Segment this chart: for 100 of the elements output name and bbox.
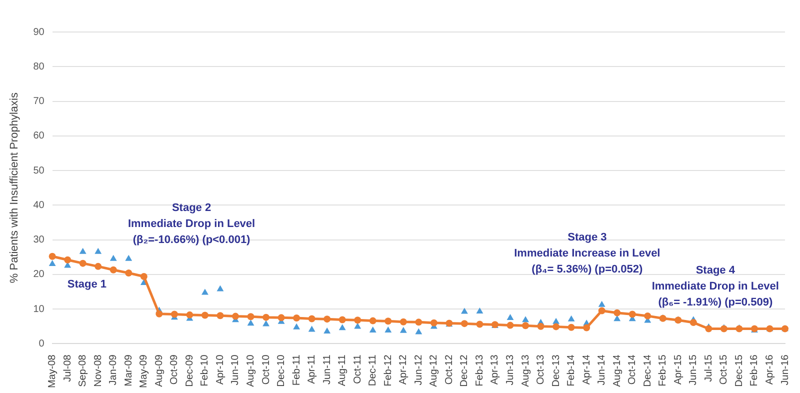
x-tick-label: Aug-10 — [246, 354, 257, 387]
point — [293, 314, 300, 322]
point — [598, 300, 606, 307]
point — [568, 324, 575, 331]
point — [476, 307, 484, 314]
x-tick-label: Aug-13 — [520, 354, 532, 387]
x-tick-label: Nov-08 — [92, 354, 104, 387]
x-tick-label: Jun-12 — [413, 354, 424, 386]
point — [216, 285, 224, 292]
y-tick-label: 20 — [33, 269, 45, 280]
point — [537, 322, 544, 330]
y-tick-label: 90 — [33, 26, 45, 38]
x-tick-label: Jul-15 — [703, 354, 714, 382]
point — [476, 320, 484, 328]
x-tick-label: May-09 — [138, 354, 150, 388]
x-tick-label: Apr-13 — [490, 354, 501, 385]
point — [79, 248, 86, 254]
x-tick-label: Oct-10 — [260, 354, 272, 385]
point — [430, 319, 438, 326]
x-tick-label: Dec-12 — [459, 354, 470, 387]
point — [110, 266, 117, 274]
point — [247, 313, 254, 320]
x-tick-label: Apr-14 — [581, 354, 592, 385]
point — [415, 328, 422, 334]
x-tick-label: Oct-09 — [169, 354, 180, 385]
x-tick-label: Dec-10 — [276, 354, 288, 387]
x-tick-label: Dec-09 — [184, 354, 196, 387]
x-tick-label: Apr-16 — [764, 354, 776, 385]
x-tick-label: Aug-11 — [337, 354, 348, 386]
point — [338, 316, 346, 324]
point — [460, 308, 468, 314]
point — [705, 325, 712, 332]
point — [278, 314, 285, 322]
point — [324, 316, 331, 323]
point — [522, 316, 529, 322]
x-tick-label: Jun-10 — [230, 354, 242, 386]
x-tick-label: Dec-13 — [550, 354, 562, 387]
x-tick-label: Oct-14 — [627, 354, 638, 385]
point — [94, 248, 102, 254]
x-tick-label: Aug-14 — [612, 354, 623, 387]
point — [598, 307, 606, 314]
point — [614, 315, 621, 322]
annotation: Stage 1 — [67, 278, 107, 290]
x-tick-label: Apr-11 — [306, 354, 318, 384]
x-tick-label: Dec-11 — [368, 354, 379, 386]
point — [201, 312, 208, 319]
x-tick-label: Jun-14 — [596, 354, 608, 386]
point — [202, 288, 208, 295]
point — [354, 316, 362, 324]
point — [79, 260, 86, 267]
x-tick-label: Oct-15 — [718, 354, 730, 385]
y-axis-title: % Patients with Insufficient Prophylaxis — [8, 92, 21, 284]
point — [110, 254, 117, 261]
x-tick-label: Jan-09 — [108, 354, 120, 386]
point — [216, 312, 224, 320]
x-tick-label: Mar-09 — [123, 354, 134, 386]
point — [552, 318, 560, 324]
point — [384, 318, 392, 325]
point — [522, 322, 530, 330]
x-tick-label: Dec-14 — [642, 354, 654, 387]
point — [156, 310, 163, 318]
point — [232, 312, 239, 320]
point — [400, 326, 407, 333]
point — [186, 311, 194, 318]
annotation: Stage 2 Immediate Drop in Level (β₂=-10.66%) (p<0.001) — [128, 202, 256, 246]
point — [308, 315, 316, 322]
point — [64, 256, 72, 264]
y-tick-label: 30 — [33, 234, 45, 246]
point — [140, 272, 148, 280]
x-tick-label: Apr-10 — [214, 354, 226, 385]
point — [125, 254, 132, 261]
point — [506, 314, 514, 320]
y-tick-label: 0 — [38, 338, 45, 350]
point — [262, 320, 270, 326]
x-tick-label: Oct-12 — [444, 354, 455, 385]
x-tick-label: Feb-14 — [566, 354, 578, 386]
x-tick-label: Jun-11 — [322, 354, 333, 384]
point — [369, 326, 376, 332]
y-tick-label: 70 — [33, 96, 45, 108]
point — [628, 310, 636, 318]
x-tick-label: Oct-13 — [536, 354, 547, 385]
point — [262, 314, 270, 321]
point — [644, 312, 652, 320]
y-tick-label: 10 — [33, 304, 45, 315]
x-tick-label: Feb-13 — [474, 354, 486, 386]
point — [48, 252, 56, 260]
point — [690, 319, 697, 326]
x-tick-label: Feb-16 — [749, 354, 760, 386]
point — [170, 310, 178, 318]
x-tick-label: Dec-15 — [734, 354, 745, 387]
y-tick-label: 50 — [33, 165, 45, 176]
point — [125, 270, 132, 277]
point — [614, 309, 621, 316]
x-tick-label: Aug-12 — [428, 354, 440, 387]
point — [369, 317, 376, 324]
point — [247, 320, 254, 326]
x-tick-label: Sep-08 — [78, 354, 89, 387]
x-tick-label: Apr-12 — [398, 354, 410, 385]
x-tick-label: Feb-15 — [658, 354, 669, 386]
y-tick-label: 60 — [33, 130, 45, 142]
